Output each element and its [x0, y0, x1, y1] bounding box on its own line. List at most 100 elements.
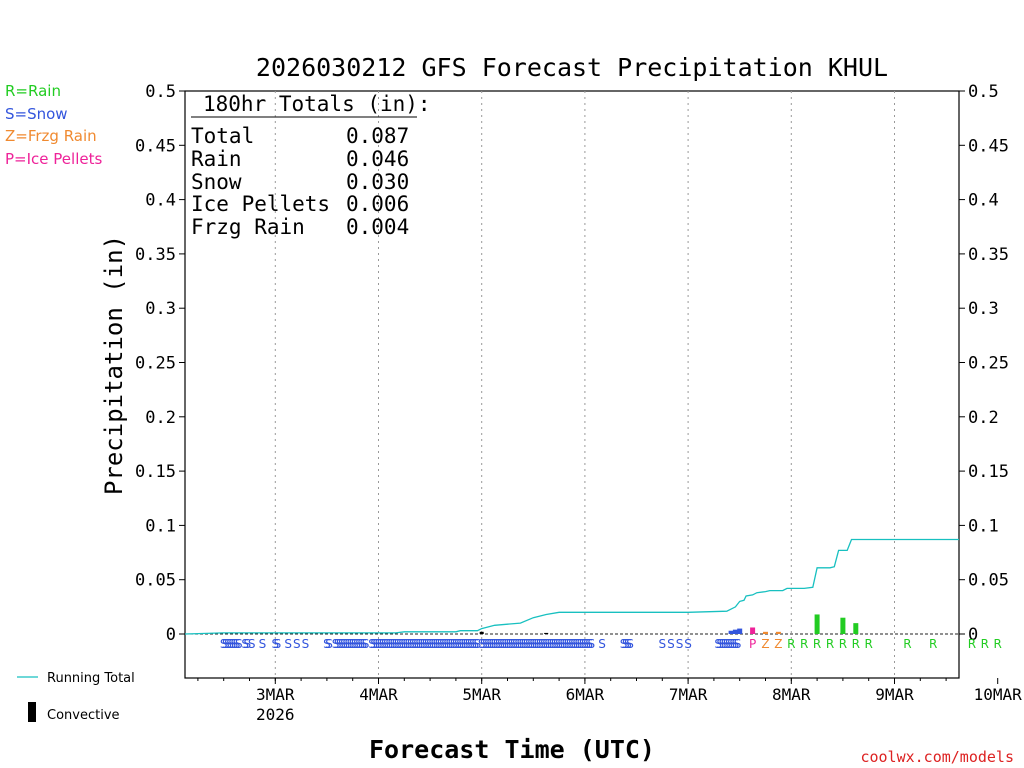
- precip-type-marker: S: [581, 637, 589, 651]
- precip-type-marker: S: [734, 637, 742, 651]
- precip-type-marker: S: [575, 637, 583, 651]
- precip-type-marker: S: [519, 637, 527, 651]
- precip-bar: [750, 627, 756, 634]
- credit-text: coolwx.com/models: [860, 748, 1014, 766]
- precip-type-marker: S: [463, 637, 471, 651]
- totals-header: 180hr Totals (in):: [203, 92, 431, 116]
- x-tick-label: 4MAR: [359, 685, 398, 704]
- precip-type-marker: S: [241, 637, 249, 651]
- x-tick-label: 8MAR: [772, 685, 811, 704]
- precip-type-marker: S: [504, 637, 512, 651]
- precip-type-marker: S: [727, 637, 735, 651]
- precip-type-marker: S: [259, 637, 267, 651]
- precip-type-marker: S: [514, 637, 522, 651]
- precip-type-marker: S: [549, 637, 557, 651]
- precip-type-marker: S: [405, 637, 413, 651]
- precip-type-marker: S: [325, 637, 333, 651]
- precip-type-marker: S: [725, 637, 733, 651]
- x-tick-label: 7MAR: [669, 685, 708, 704]
- precip-type-marker: S: [392, 637, 400, 651]
- precip-type-marker: S: [562, 637, 570, 651]
- precip-type-marker: R: [865, 637, 873, 651]
- y-tick-label-right: 0.15: [968, 462, 1009, 482]
- running-total-line: [184, 538, 959, 635]
- precip-type-marker: S: [534, 637, 542, 651]
- precip-type-marker: S: [345, 637, 353, 651]
- legend-rain: R=Rain: [5, 82, 61, 100]
- precip-type-marker: S: [231, 637, 239, 651]
- precip-type-marker: S: [373, 637, 381, 651]
- precip-type-marker: S: [293, 637, 301, 651]
- precip-type-marker: R: [994, 637, 1002, 651]
- precip-type-marker: S: [527, 637, 535, 651]
- y-tick-label-right: 0.05: [968, 571, 1009, 591]
- precip-bars: [728, 614, 859, 634]
- precip-type-marker: S: [471, 637, 479, 651]
- plot-frame: [184, 90, 960, 679]
- precip-type-marker: S: [332, 637, 340, 651]
- totals-label-snow: Snow: [191, 170, 242, 194]
- precip-type-marker: S: [545, 637, 553, 651]
- precip-type-marker: S: [274, 637, 282, 651]
- precip-type-marker: S: [222, 637, 230, 651]
- precip-type-marker: S: [538, 637, 546, 651]
- precip-type-marker: S: [512, 637, 520, 651]
- precip-type-marker: R: [852, 637, 860, 651]
- precip-type-marker: S: [532, 637, 540, 651]
- y-tick-label-left: 0.3: [145, 299, 176, 319]
- precip-type-marker: S: [732, 637, 740, 651]
- precip-type-marker: S: [441, 637, 449, 651]
- precip-type-marker: S: [560, 637, 568, 651]
- precip-type-marker: S: [244, 637, 252, 651]
- precip-type-marker: S: [456, 637, 464, 651]
- legend-running-total: Running Total: [47, 671, 135, 686]
- precip-bar: [728, 630, 734, 634]
- precip-type-marker: S: [362, 637, 370, 651]
- precip-type-marker: S: [431, 637, 439, 651]
- line-legend: Running Total Convective: [17, 671, 135, 723]
- precip-type-marker: S: [420, 637, 428, 651]
- type-legend: R=Rain S=Snow Z=Frzg Rain P=Ice Pellets: [5, 82, 102, 168]
- precip-bar: [775, 631, 781, 634]
- precip-type-marker: S: [377, 637, 385, 651]
- totals-value-ice-pellets: 0.006: [346, 192, 409, 216]
- precip-type-marker: S: [416, 637, 424, 651]
- precip-type-marker: S: [338, 637, 346, 651]
- precip-bar: [814, 614, 820, 634]
- precip-type-marker: S: [566, 637, 574, 651]
- y-tick-label-left: 0.4: [145, 191, 176, 211]
- precip-type-marker: S: [334, 637, 342, 651]
- precip-type-marker: S: [379, 637, 387, 651]
- y-tick-label-left: 0.1: [145, 516, 176, 536]
- precip-type-marker: S: [624, 637, 632, 651]
- precip-type-marker: S: [224, 637, 232, 651]
- precip-type-marker: R: [839, 637, 847, 651]
- precip-type-marker: S: [428, 637, 436, 651]
- precip-type-marker: S: [403, 637, 411, 651]
- precip-type-marker: S: [437, 637, 445, 651]
- precip-type-marker: S: [381, 637, 389, 651]
- precip-type-marker: S: [323, 637, 331, 651]
- y-tick-label-left: 0.2: [145, 408, 176, 428]
- precip-type-marker: S: [411, 637, 419, 651]
- precip-type-marker: S: [226, 637, 234, 651]
- y-axis-left: 0 0.05 0.1 0.15 0.2 0.25 0.3 0.35 0.4 0.45 0.5: [135, 82, 185, 645]
- precip-type-marker: S: [585, 637, 593, 651]
- totals-label-ice-pellets: Ice Pellets: [191, 192, 330, 216]
- precip-type-marker: S: [396, 637, 404, 651]
- precip-type-marker: R: [787, 637, 795, 651]
- precip-type-marker: S: [400, 637, 408, 651]
- precip-type-marker: R: [981, 637, 989, 651]
- y-tick-label-right: 0.5: [968, 82, 999, 102]
- precip-type-marker: S: [508, 637, 516, 651]
- y-tick-label-left: 0.5: [145, 82, 176, 102]
- precip-type-marker: S: [667, 637, 675, 651]
- y-tick-label-left: 0.05: [135, 571, 176, 591]
- x-axis-label: Forecast Time (UTC): [369, 735, 655, 764]
- precip-type-marker: S: [729, 637, 737, 651]
- precip-type-marker: S: [284, 637, 292, 651]
- y-tick-label-right: 0.1: [968, 516, 999, 536]
- precip-type-marker: S: [347, 637, 355, 651]
- legend-convective: Convective: [47, 708, 120, 723]
- precip-bar: [763, 631, 768, 634]
